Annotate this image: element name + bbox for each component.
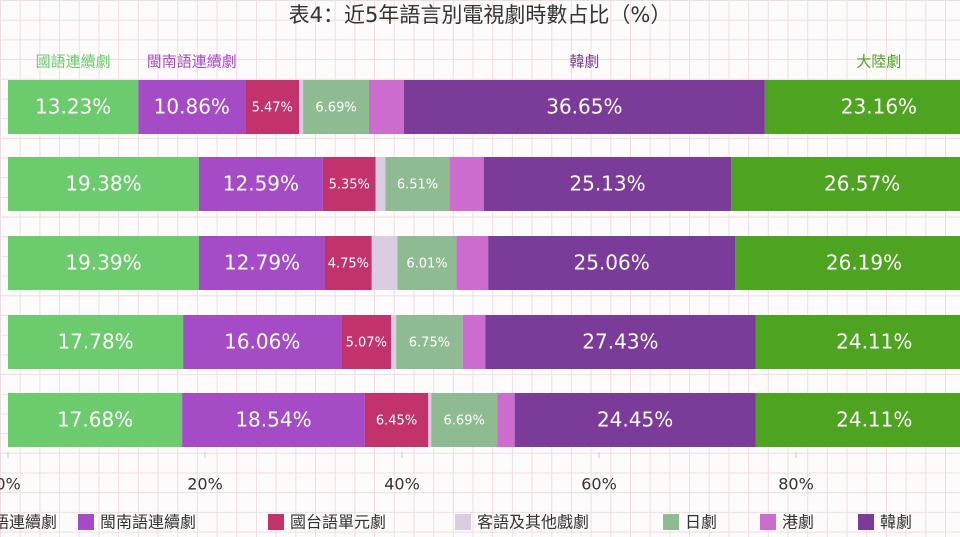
data-label: 26.19% xyxy=(826,251,902,275)
bar-segment xyxy=(371,236,398,290)
bar-segment xyxy=(396,315,463,369)
series-label: 國語連續劇 xyxy=(36,53,111,71)
legend-label: 閩南語連續劇 xyxy=(100,513,196,532)
data-label: 6.75% xyxy=(409,336,450,351)
data-label: 10.86% xyxy=(154,95,230,119)
bar-segment xyxy=(497,393,515,447)
bar-segment xyxy=(431,393,498,447)
bar-segment xyxy=(183,315,342,369)
legend-label: 客語及其他戲劇 xyxy=(477,513,589,532)
bar-segment xyxy=(138,80,246,134)
legend-swatch xyxy=(760,514,776,530)
legend-label: 國台語單元劇 xyxy=(290,513,386,532)
bar-segment xyxy=(755,393,960,447)
data-label: 6.69% xyxy=(315,101,356,116)
data-label: 13.23% xyxy=(35,95,111,119)
data-label: 5.47% xyxy=(252,101,293,116)
data-label: 12.59% xyxy=(223,172,299,196)
bar-segment xyxy=(198,157,323,211)
x-tick-label: 20% xyxy=(187,475,223,494)
data-label: 19.38% xyxy=(65,172,141,196)
legend-swatch xyxy=(268,514,284,530)
bar-segment xyxy=(483,157,732,211)
bar-segment xyxy=(514,393,756,447)
bar-segment xyxy=(428,393,432,447)
data-label: 25.13% xyxy=(569,172,645,196)
x-tick-label: 40% xyxy=(384,475,420,494)
bar-segment xyxy=(375,157,386,211)
series-label: 閩南語連續劇 xyxy=(147,53,237,71)
data-label: 6.51% xyxy=(397,178,438,193)
bar-segment xyxy=(403,80,765,134)
bar-segment xyxy=(324,236,372,290)
data-label: 6.69% xyxy=(444,414,485,429)
bar-segment xyxy=(198,236,325,290)
data-label: 5.35% xyxy=(329,178,370,193)
x-tick-label: 60% xyxy=(581,475,617,494)
bar-segment xyxy=(755,315,960,369)
bar-segment xyxy=(364,393,429,447)
bar-segment xyxy=(485,315,756,369)
data-label: 26.57% xyxy=(824,172,900,196)
legend-swatch xyxy=(78,514,94,530)
bar-segment xyxy=(462,315,486,369)
legend-label: 日劇 xyxy=(685,513,717,532)
bar-segment xyxy=(397,236,457,290)
data-label: 17.68% xyxy=(57,408,133,432)
bar-segment xyxy=(8,393,183,447)
bar-segment xyxy=(8,236,199,290)
bar-segment xyxy=(245,80,300,134)
bar-segment xyxy=(369,80,404,134)
series-label: 大陸劇 xyxy=(856,53,901,71)
data-label: 12.79% xyxy=(224,251,300,275)
bar-segment xyxy=(456,236,489,290)
x-tick-label: 0% xyxy=(0,475,21,494)
data-label: 4.75% xyxy=(328,257,369,272)
data-label: 24.11% xyxy=(836,330,912,354)
data-label: 27.43% xyxy=(582,330,658,354)
legend-label: 國語連續劇 xyxy=(0,513,57,532)
data-label: 16.06% xyxy=(224,330,300,354)
bar-segment xyxy=(303,80,370,134)
bar-segment xyxy=(322,157,376,211)
data-label: 23.16% xyxy=(841,95,917,119)
chart-title: 表4：近5年語言別電視劇時數占比（%） xyxy=(289,3,672,27)
bar-segment xyxy=(449,157,484,211)
bar-segment xyxy=(341,315,392,369)
bar-segment xyxy=(8,157,199,211)
series-label: 韓劇 xyxy=(569,53,599,71)
data-label: 36.65% xyxy=(546,95,622,119)
bar-segment xyxy=(735,236,960,290)
bar-segment xyxy=(8,80,139,134)
data-label: 6.01% xyxy=(406,257,447,272)
data-label: 25.06% xyxy=(573,251,649,275)
bar-segment xyxy=(299,80,304,134)
bar-segment xyxy=(488,236,736,290)
x-tick-label: 80% xyxy=(778,475,814,494)
bar-segment xyxy=(731,157,960,211)
legend-swatch xyxy=(858,514,874,530)
data-label: 19.39% xyxy=(65,251,141,275)
legend-swatch xyxy=(455,514,471,530)
bar-segment xyxy=(391,315,397,369)
bar-segment xyxy=(385,157,450,211)
legend-label: 韓劇 xyxy=(880,513,912,532)
bar-segment xyxy=(8,315,184,369)
legend-label: 港劇 xyxy=(782,513,814,532)
data-label: 18.54% xyxy=(235,408,311,432)
data-label: 5.07% xyxy=(346,336,387,351)
data-label: 6.45% xyxy=(376,414,417,429)
bar-segment xyxy=(764,80,960,134)
legend-swatch xyxy=(663,514,679,530)
data-label: 17.78% xyxy=(57,330,133,354)
data-label: 24.45% xyxy=(597,408,673,432)
data-label: 24.11% xyxy=(836,408,912,432)
bar-segment xyxy=(182,393,365,447)
